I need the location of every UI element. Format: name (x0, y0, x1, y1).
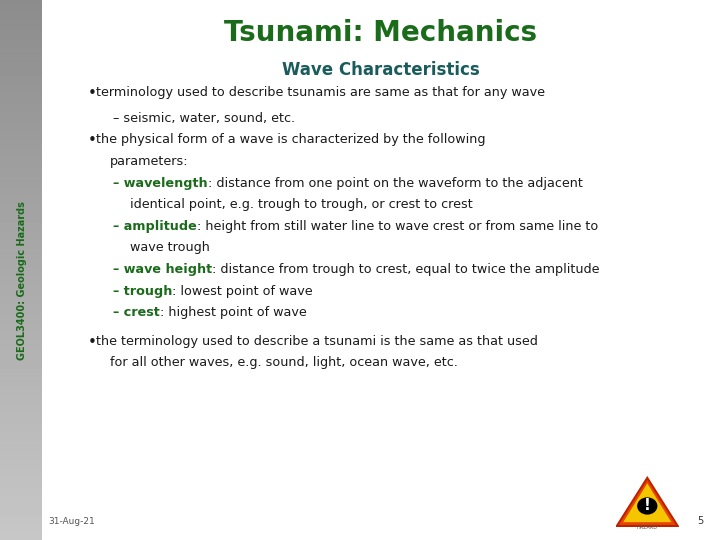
Text: – crest: – crest (113, 306, 160, 319)
Text: : distance from one point on the waveform to the adjacent: : distance from one point on the wavefor… (207, 177, 582, 190)
Text: Wave Characteristics: Wave Characteristics (282, 61, 480, 79)
Text: terminology used to describe tsunamis are same as that for any wave: terminology used to describe tsunamis ar… (96, 86, 545, 99)
Text: – trough: – trough (113, 285, 172, 298)
Text: : highest point of wave: : highest point of wave (160, 306, 307, 319)
Text: !: ! (644, 498, 651, 513)
Text: – wavelength: – wavelength (113, 177, 207, 190)
Text: – seismic, water, sound, etc.: – seismic, water, sound, etc. (113, 112, 295, 125)
Text: Tsunami: Mechanics: Tsunami: Mechanics (225, 19, 537, 47)
Polygon shape (624, 483, 671, 522)
Text: wave trough: wave trough (130, 241, 210, 254)
Text: 31-Aug-21: 31-Aug-21 (48, 517, 95, 526)
Text: : lowest point of wave: : lowest point of wave (172, 285, 313, 298)
Text: – amplitude: – amplitude (113, 220, 197, 233)
Text: •: • (88, 335, 96, 350)
Text: 5: 5 (697, 516, 703, 526)
Text: GEOL3400: Geologic Hazards: GEOL3400: Geologic Hazards (17, 201, 27, 360)
Text: for all other waves, e.g. sound, light, ocean wave, etc.: for all other waves, e.g. sound, light, … (109, 356, 457, 369)
Polygon shape (617, 478, 678, 526)
Text: •: • (88, 133, 96, 148)
Text: the terminology used to describe a tsunami is the same as that used: the terminology used to describe a tsuna… (96, 335, 538, 348)
Text: HAZARD: HAZARD (636, 525, 658, 530)
Text: identical point, e.g. trough to trough, or crest to crest: identical point, e.g. trough to trough, … (130, 198, 473, 211)
Text: •: • (88, 86, 96, 102)
Text: the physical form of a wave is characterized by the following: the physical form of a wave is character… (96, 133, 485, 146)
Text: – wave height: – wave height (113, 263, 212, 276)
Text: : height from still water line to wave crest or from same line to: : height from still water line to wave c… (197, 220, 598, 233)
Text: parameters:: parameters: (109, 155, 188, 168)
Circle shape (637, 497, 657, 515)
Text: : distance from trough to crest, equal to twice the amplitude: : distance from trough to crest, equal t… (212, 263, 600, 276)
